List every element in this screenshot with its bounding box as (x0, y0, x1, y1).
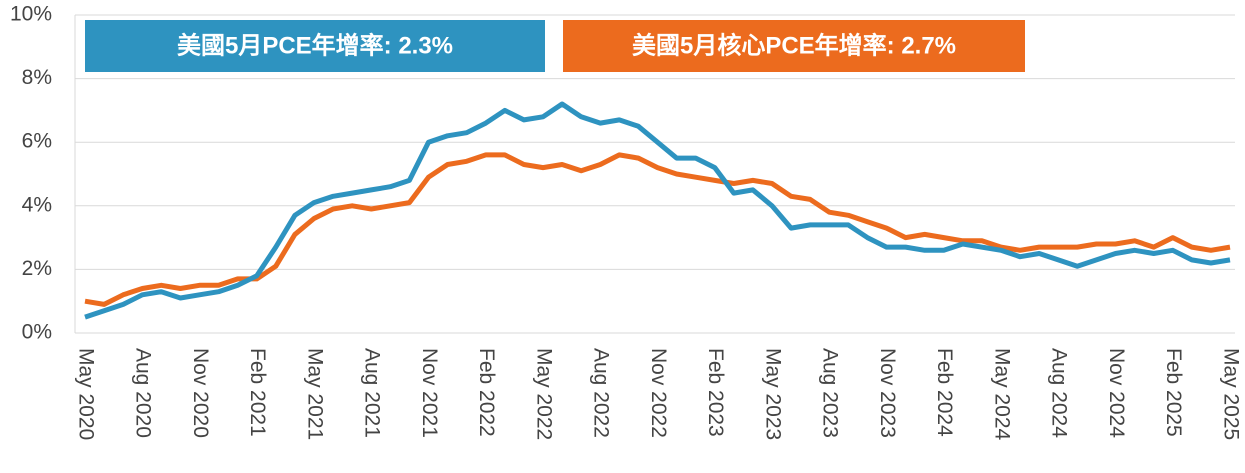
x-tick-label: Feb 2022 (475, 348, 498, 437)
x-tick-label: May 2024 (990, 348, 1013, 441)
x-tick-label: Nov 2020 (189, 348, 212, 438)
series-line (84, 152, 1231, 307)
x-tick-label: Feb 2024 (933, 348, 956, 437)
series-line (84, 101, 1231, 320)
x-tick-label: Aug 2021 (361, 348, 384, 438)
x-tick-label: Feb 2025 (1162, 348, 1185, 437)
legend-label: 美國5月核心PCE年增率: 2.7% (632, 31, 956, 59)
legend-box (85, 20, 545, 72)
x-tick-label: Aug 2020 (132, 348, 155, 438)
x-tick-label: Nov 2024 (1105, 348, 1128, 438)
legend-label: 美國5月PCE年增率: 2.3% (177, 31, 453, 59)
x-tick-label: Aug 2023 (819, 348, 842, 438)
x-tick-label: May 2022 (532, 348, 555, 440)
x-tick-label: May 2025 (1219, 348, 1242, 440)
y-tick-label: 2% (22, 257, 52, 280)
x-tick-label: Nov 2023 (876, 348, 899, 438)
x-tick-label: Feb 2021 (246, 348, 269, 437)
legend-box (563, 20, 1025, 72)
x-tick-label: May 2020 (74, 348, 97, 440)
x-tick-label: Aug 2024 (1048, 348, 1071, 438)
y-tick-label: 4% (22, 193, 52, 216)
x-tick-label: Aug 2022 (590, 348, 613, 438)
x-tick-label: May 2023 (761, 348, 784, 440)
y-tick-label: 8% (22, 66, 52, 89)
x-tick-label: Nov 2022 (647, 348, 670, 438)
y-tick-label: 0% (22, 321, 52, 344)
x-tick-label: May 2021 (303, 348, 326, 440)
y-tick-label: 6% (22, 130, 52, 153)
x-tick-label: Feb 2023 (704, 348, 727, 437)
x-tick-label: Nov 2021 (418, 348, 441, 438)
y-tick-label: 10% (10, 3, 52, 26)
